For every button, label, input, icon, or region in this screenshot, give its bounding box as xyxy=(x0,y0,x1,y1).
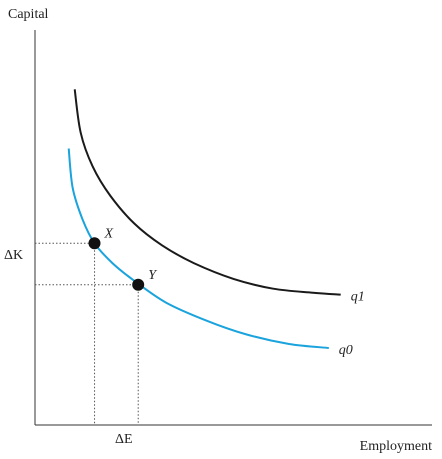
point-x-label: X xyxy=(104,226,114,241)
point-y-label: Y xyxy=(148,268,158,283)
series-q0-label: q0 xyxy=(339,343,353,358)
y-axis-label: Capital xyxy=(8,7,49,22)
point-y-marker xyxy=(132,278,145,291)
guide-lines xyxy=(35,242,139,425)
x-axis-label: Employment xyxy=(360,439,432,454)
point-x-marker xyxy=(88,237,101,250)
series-q1-curve xyxy=(73,89,341,296)
delta-e-label: ΔE xyxy=(115,432,133,447)
delta-k-label: ΔK xyxy=(4,248,23,263)
series-q1-label: q1 xyxy=(351,290,365,305)
series-q0-curve xyxy=(67,148,329,349)
